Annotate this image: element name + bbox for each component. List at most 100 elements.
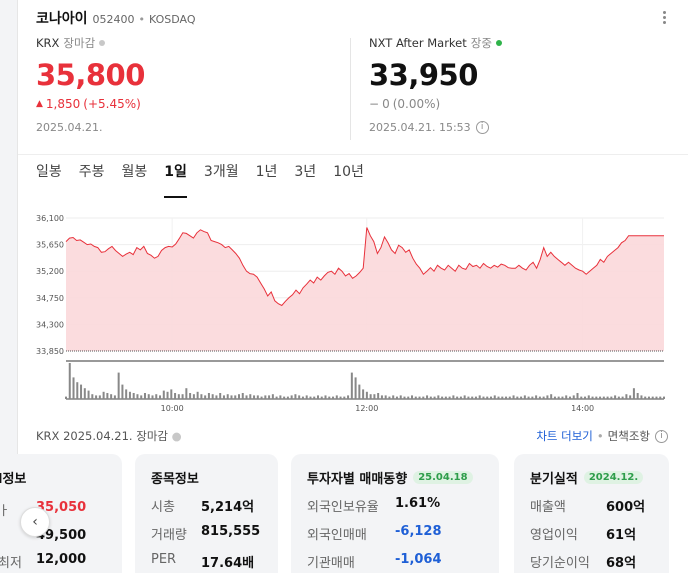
volume-bar (644, 396, 647, 399)
investor-trading-key: 외국인매매 (307, 528, 367, 543)
disclaimer-info-icon[interactable]: i (655, 429, 668, 443)
nxt-change-pct: (0.00%) (392, 97, 441, 111)
quarterly-row: 당기순이익 68억 (530, 552, 653, 571)
tab-period[interactable]: 3년 (294, 164, 317, 180)
quarterly-date-badge: 2024.12. (583, 471, 644, 484)
krx-status: 장마감 (63, 36, 96, 50)
volume-bar (572, 395, 575, 399)
chart-more-link[interactable]: 차트 더보기 (536, 429, 593, 443)
volume-bar (647, 396, 650, 399)
disclaimer-link[interactable]: 면책조항 (607, 429, 650, 443)
volume-bar (399, 395, 402, 399)
chart-status-bar: KRX 2025.04.21. 장마감 ● 차트 더보기 • 면책조항 i (36, 428, 668, 446)
tab-period[interactable]: 1일 (164, 162, 187, 198)
stock-info-row: 거래량 815,555 (151, 524, 262, 543)
volume-bar (557, 396, 560, 399)
market-info-card[interactable]: l정보 ㅏ 35,050 49,500 최저 12,000 (0, 454, 122, 573)
volume-bar (143, 393, 146, 399)
volume-bar (335, 395, 338, 399)
up-arrow-icon: ▲ (36, 99, 43, 109)
status-market: KRX (36, 429, 60, 443)
quarterly-results-card[interactable]: 분기실적 2024.12. 매출액 600억 영업이익 61억 당기순이익 68… (514, 454, 669, 573)
investor-trading-row: 기관매매 -1,064 (307, 552, 483, 571)
volume-bar (204, 395, 207, 399)
volume-bar (403, 396, 406, 399)
stock-info-row: 시총 5,214억 (151, 496, 262, 515)
investor-trading-value: 1.61% (395, 496, 441, 511)
market-info-value: 49,500 (36, 528, 87, 543)
market-info-content: l정보 ㅏ 35,050 49,500 최저 12,000 (0, 468, 86, 571)
volume-bar (207, 393, 210, 399)
volume-bar (663, 396, 665, 399)
x-tick-label: 14:00 (571, 404, 594, 413)
volume-bar (147, 394, 150, 399)
status-text: 장마감 (136, 429, 168, 443)
period-tabs: 일봉 주봉 월봉 1일 3개월 1년 3년 10년 (36, 162, 381, 198)
tab-period[interactable]: 1년 (255, 164, 278, 180)
nxt-change: − 0 (0.00%) (369, 97, 502, 111)
nxt-status-dot-icon (495, 40, 502, 46)
volume-bar (411, 395, 414, 399)
tab-period[interactable]: 주봉 (78, 164, 105, 180)
tab-period[interactable]: 월봉 (121, 164, 148, 180)
volume-bar (448, 396, 451, 399)
status-dot-icon: ● (171, 429, 182, 443)
info-icon[interactable]: i (475, 121, 489, 134)
volume-bar (155, 394, 158, 399)
volume-bar (441, 396, 444, 399)
volume-bar (486, 396, 489, 399)
volume-bar (599, 396, 602, 399)
volume-bar (80, 384, 83, 399)
intraday-price-chart[interactable]: 36,100 35,650 35,200 34,750 34,300 33,850 10:0… (0, 205, 688, 420)
volume-bar (132, 393, 135, 399)
more-options-icon[interactable] (657, 8, 671, 26)
stock-info-card[interactable]: 종목정보 시총 5,214억 거래량 815,555 PER 17.64배 (135, 454, 278, 573)
volume-bar (546, 395, 549, 399)
krx-label-row: KRX 장마감 (36, 35, 145, 51)
volume-bar (298, 395, 301, 399)
y-tick-label: 35,200 (36, 267, 64, 276)
volume-bar (437, 395, 440, 399)
volume-bar (226, 394, 229, 399)
nxt-date: 2025.04.21. 15:53 (369, 121, 471, 134)
volume-bar (535, 395, 538, 399)
tab-period[interactable]: 일봉 (36, 164, 62, 180)
quarterly-row: 매출액 600억 (530, 496, 653, 515)
prev-card-button[interactable]: ‹ (20, 507, 50, 537)
volume-bar (565, 395, 568, 399)
volume-bar (380, 395, 383, 399)
investor-trading-title: 투자자별 매매동향 (307, 472, 408, 487)
volume-bar (459, 396, 462, 399)
nxt-label: NXT After Market (369, 36, 467, 50)
market-info-key: 최저 (0, 556, 22, 571)
volume-bar (542, 396, 545, 399)
volume-bar (527, 396, 530, 399)
volume-bar (110, 394, 113, 399)
volume-bar (407, 396, 410, 399)
investor-trading-row: 외국인매매 -6,128 (307, 524, 483, 543)
volume-bar (91, 394, 94, 399)
nxt-price: 33,950 (369, 58, 478, 92)
tab-period[interactable]: 3개월 (203, 164, 239, 180)
volume-bar (286, 396, 289, 399)
volume-bar (369, 394, 372, 399)
tab-period[interactable]: 10년 (333, 164, 364, 180)
krx-status-dot-icon (99, 40, 106, 46)
volume-bar (301, 396, 304, 399)
y-tick-label: 35,650 (36, 241, 64, 250)
volume-bar (584, 396, 587, 399)
volume-bar (234, 395, 237, 399)
quarterly-title: 분기실적 (530, 472, 578, 487)
volume-bar (256, 395, 259, 399)
volume-bar (444, 396, 447, 399)
chart-status-left: KRX 2025.04.21. 장마감 ● (36, 428, 182, 444)
investor-trading-card[interactable]: 투자자별 매매동향 25.04.18 외국인보유율 1.61% 외국인매매 -6… (291, 454, 499, 573)
volume-bar (606, 396, 609, 399)
krx-change: ▲ 1,850 (+5.45%) (36, 97, 145, 111)
quarterly-value: 61억 (606, 528, 637, 543)
stock-code: 052400 (92, 13, 135, 26)
volume-bar (65, 396, 67, 399)
nxt-status: 장중 (470, 36, 492, 50)
volume-bar (106, 393, 109, 399)
volume-bar (384, 395, 387, 399)
